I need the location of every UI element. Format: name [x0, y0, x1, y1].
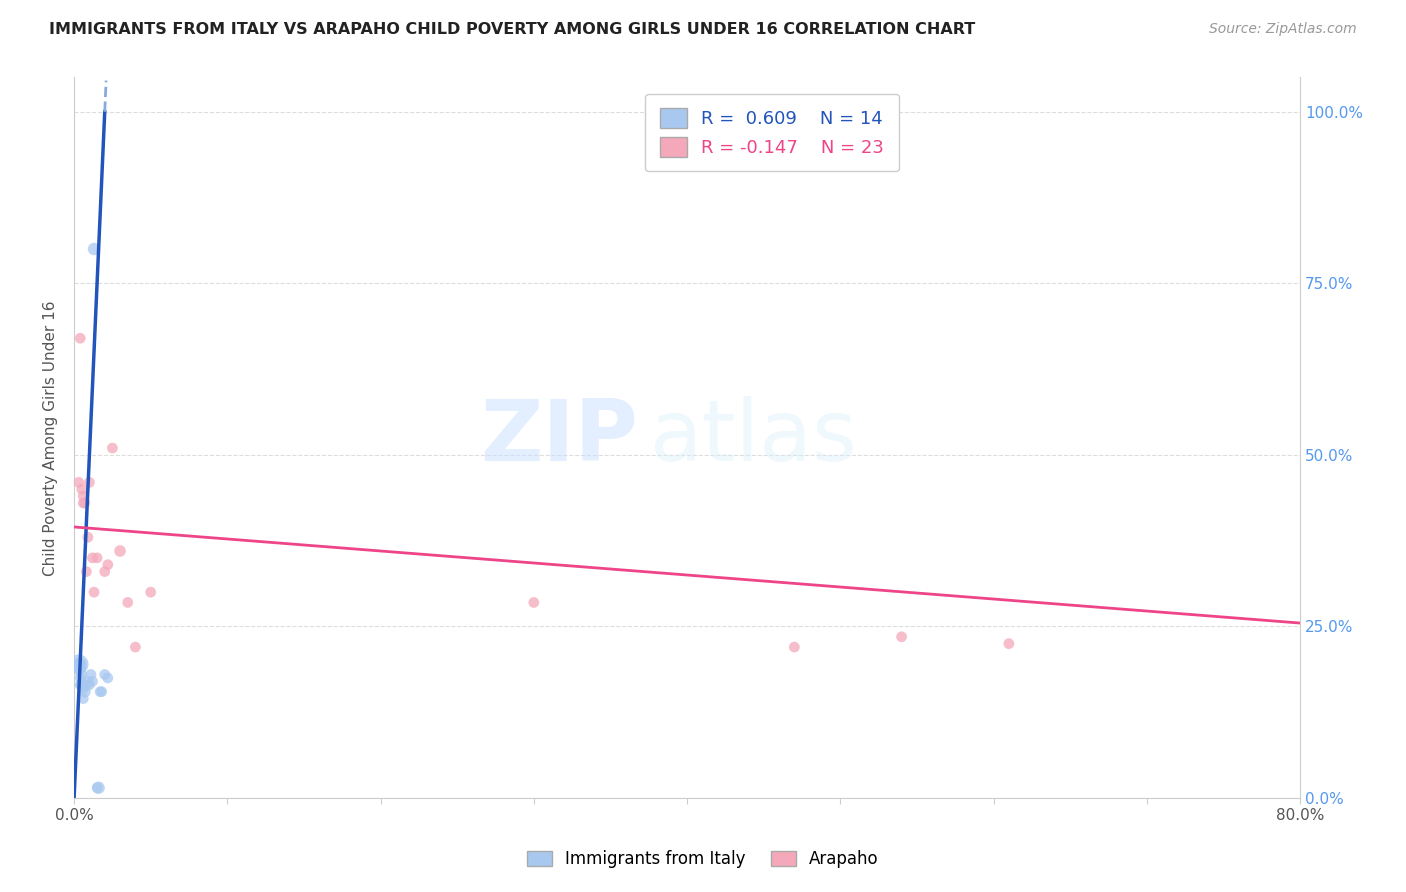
Point	[117, 595, 139, 609]
Point	[72, 681, 94, 696]
Point	[998, 637, 1021, 651]
Point	[67, 661, 90, 675]
Point	[783, 640, 806, 654]
Point	[101, 441, 124, 455]
Point	[83, 585, 105, 599]
Point	[890, 630, 912, 644]
Point	[69, 678, 91, 692]
Point	[83, 242, 105, 256]
Point	[80, 667, 103, 681]
Legend: R =  0.609    N = 14, R = -0.147    N = 23: R = 0.609 N = 14, R = -0.147 N = 23	[645, 94, 898, 171]
Point	[70, 667, 93, 681]
Point	[70, 482, 93, 496]
Point	[93, 565, 115, 579]
Y-axis label: Child Poverty Among Girls Under 16: Child Poverty Among Girls Under 16	[44, 300, 58, 575]
Text: atlas: atlas	[651, 396, 858, 479]
Point	[67, 657, 90, 672]
Legend: Immigrants from Italy, Arapaho: Immigrants from Italy, Arapaho	[520, 844, 886, 875]
Point	[77, 530, 100, 544]
Point	[124, 640, 146, 654]
Point	[73, 496, 96, 510]
Point	[93, 667, 115, 681]
Point	[70, 678, 93, 692]
Point	[75, 678, 97, 692]
Point	[87, 780, 110, 795]
Point	[72, 496, 94, 510]
Point	[77, 674, 100, 689]
Text: ZIP: ZIP	[481, 396, 638, 479]
Point	[69, 671, 91, 685]
Point	[97, 671, 120, 685]
Point	[72, 691, 94, 706]
Point	[82, 674, 104, 689]
Point	[79, 475, 101, 490]
Point	[73, 684, 96, 698]
Point	[69, 331, 91, 345]
Point	[90, 684, 112, 698]
Point	[69, 657, 91, 672]
Point	[86, 780, 108, 795]
Point	[523, 595, 546, 609]
Point	[82, 550, 104, 565]
Point	[72, 489, 94, 503]
Point	[79, 678, 101, 692]
Point	[108, 544, 131, 558]
Point	[75, 565, 97, 579]
Point	[97, 558, 120, 572]
Point	[89, 684, 111, 698]
Point	[86, 550, 108, 565]
Text: Source: ZipAtlas.com: Source: ZipAtlas.com	[1209, 22, 1357, 37]
Point	[67, 657, 90, 672]
Point	[139, 585, 162, 599]
Text: IMMIGRANTS FROM ITALY VS ARAPAHO CHILD POVERTY AMONG GIRLS UNDER 16 CORRELATION : IMMIGRANTS FROM ITALY VS ARAPAHO CHILD P…	[49, 22, 976, 37]
Point	[67, 475, 90, 490]
